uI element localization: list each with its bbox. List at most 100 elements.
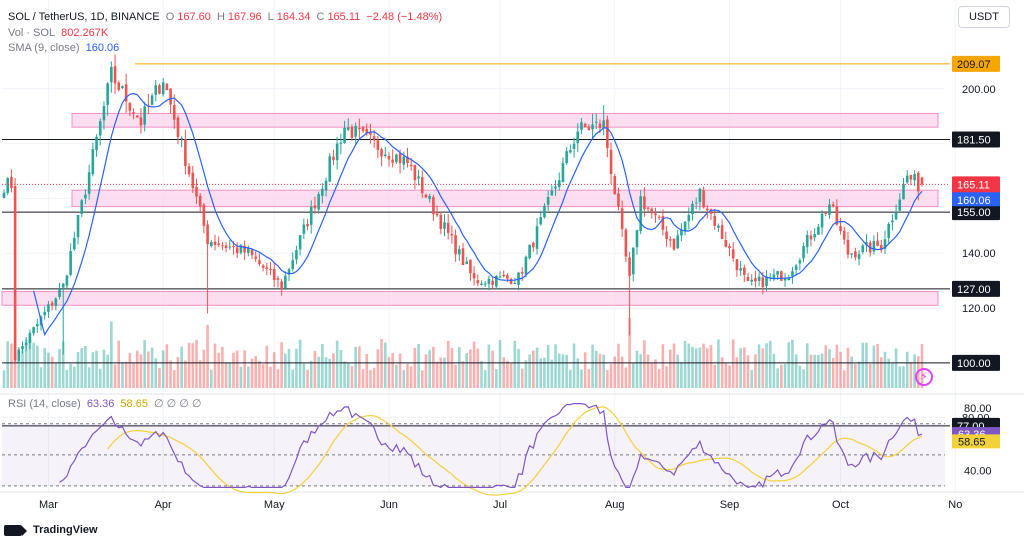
- candle-body[interactable]: [413, 164, 417, 181]
- candle-body[interactable]: [535, 226, 539, 249]
- candle-body[interactable]: [465, 261, 468, 264]
- candle-body[interactable]: [21, 346, 24, 350]
- candle-body[interactable]: [446, 222, 450, 233]
- candle-body[interactable]: [343, 127, 346, 144]
- candle-body[interactable]: [209, 242, 213, 247]
- candle-body[interactable]: [572, 143, 576, 150]
- candle-body[interactable]: [450, 233, 454, 236]
- candle-body[interactable]: [791, 271, 794, 277]
- candle-body[interactable]: [269, 269, 272, 271]
- candle-body[interactable]: [132, 112, 135, 114]
- candle-body[interactable]: [317, 194, 320, 210]
- quote-currency-button[interactable]: USDT: [958, 6, 1010, 28]
- candle-body[interactable]: [620, 208, 624, 230]
- candle-body[interactable]: [232, 246, 235, 248]
- candle-body[interactable]: [110, 67, 113, 83]
- candle-body[interactable]: [746, 276, 750, 281]
- candle-body[interactable]: [213, 241, 217, 245]
- candle-body[interactable]: [687, 215, 691, 222]
- candle-body[interactable]: [73, 237, 76, 250]
- candle-body[interactable]: [783, 278, 787, 281]
- candle-body[interactable]: [150, 95, 154, 105]
- candle-body[interactable]: [802, 246, 805, 259]
- candle-body[interactable]: [513, 282, 517, 284]
- candle-body[interactable]: [524, 256, 528, 275]
- candle-body[interactable]: [128, 102, 132, 111]
- candle-body[interactable]: [643, 196, 646, 210]
- rsi-label[interactable]: RSI (14, close): [8, 398, 81, 410]
- candle-body[interactable]: [794, 265, 798, 270]
- candle-body[interactable]: [724, 240, 728, 247]
- candle-body[interactable]: [835, 206, 839, 225]
- candle-body[interactable]: [550, 190, 554, 196]
- candle-body[interactable]: [606, 119, 609, 149]
- candle-body[interactable]: [161, 82, 165, 95]
- candle-body[interactable]: [557, 180, 561, 188]
- candle-body[interactable]: [406, 156, 409, 163]
- candle-body[interactable]: [165, 83, 169, 91]
- candle-body[interactable]: [365, 128, 369, 134]
- candle-body[interactable]: [321, 188, 324, 196]
- candle-body[interactable]: [13, 186, 17, 361]
- candle-body[interactable]: [776, 271, 779, 275]
- candle-body[interactable]: [646, 207, 650, 209]
- candle-body[interactable]: [17, 349, 21, 361]
- candle-body[interactable]: [439, 215, 443, 229]
- candle-body[interactable]: [757, 276, 761, 281]
- candle-body[interactable]: [106, 83, 109, 105]
- candle-body[interactable]: [691, 203, 694, 215]
- candle-body[interactable]: [739, 268, 742, 271]
- candle-body[interactable]: [50, 302, 54, 306]
- candle-body[interactable]: [417, 176, 420, 179]
- candle-body[interactable]: [520, 271, 524, 274]
- candle-body[interactable]: [98, 121, 102, 136]
- symbol-title[interactable]: SOL / TetherUS, 1D, BINANCE: [8, 11, 160, 23]
- candle-body[interactable]: [613, 175, 617, 195]
- candle-body[interactable]: [58, 289, 61, 297]
- candle-body[interactable]: [328, 156, 332, 182]
- candle-body[interactable]: [569, 150, 572, 153]
- candle-body[interactable]: [65, 275, 69, 286]
- candle-body[interactable]: [598, 123, 602, 129]
- candle-body[interactable]: [102, 106, 106, 121]
- candle-body[interactable]: [720, 225, 724, 239]
- candle-body[interactable]: [580, 122, 583, 130]
- candle-body[interactable]: [265, 267, 269, 270]
- support-resistance-zone[interactable]: [71, 112, 939, 128]
- support-resistance-zone[interactable]: [1, 291, 939, 306]
- candle-body[interactable]: [387, 155, 391, 160]
- candle-body[interactable]: [428, 196, 431, 200]
- candle-body[interactable]: [891, 220, 894, 223]
- candle-body[interactable]: [350, 126, 354, 138]
- candle-body[interactable]: [409, 164, 413, 167]
- candle-body[interactable]: [676, 235, 679, 249]
- candle-body[interactable]: [291, 260, 295, 269]
- candle-body[interactable]: [539, 217, 543, 225]
- candle-body[interactable]: [354, 125, 357, 137]
- candle-body[interactable]: [617, 193, 620, 207]
- candle-body[interactable]: [254, 256, 258, 259]
- candle-body[interactable]: [654, 213, 657, 216]
- candle-body[interactable]: [380, 149, 383, 157]
- candle-body[interactable]: [624, 229, 628, 257]
- candle-body[interactable]: [458, 249, 461, 255]
- candle-body[interactable]: [713, 215, 717, 226]
- candle-body[interactable]: [543, 205, 546, 218]
- candle-body[interactable]: [324, 180, 328, 191]
- candle-body[interactable]: [809, 235, 813, 240]
- candle-body[interactable]: [443, 222, 446, 229]
- candle-body[interactable]: [454, 235, 457, 255]
- candle-body[interactable]: [857, 254, 861, 259]
- candle-body[interactable]: [865, 242, 868, 245]
- candle-body[interactable]: [628, 257, 631, 276]
- candle-body[interactable]: [694, 202, 698, 204]
- candle-body[interactable]: [398, 153, 402, 164]
- candle-body[interactable]: [461, 248, 465, 266]
- candle-body[interactable]: [202, 204, 206, 226]
- candle-body[interactable]: [731, 249, 735, 259]
- candle-body[interactable]: [765, 276, 768, 287]
- candle-body[interactable]: [395, 154, 398, 163]
- candle-body[interactable]: [84, 194, 87, 199]
- candle-body[interactable]: [420, 177, 424, 194]
